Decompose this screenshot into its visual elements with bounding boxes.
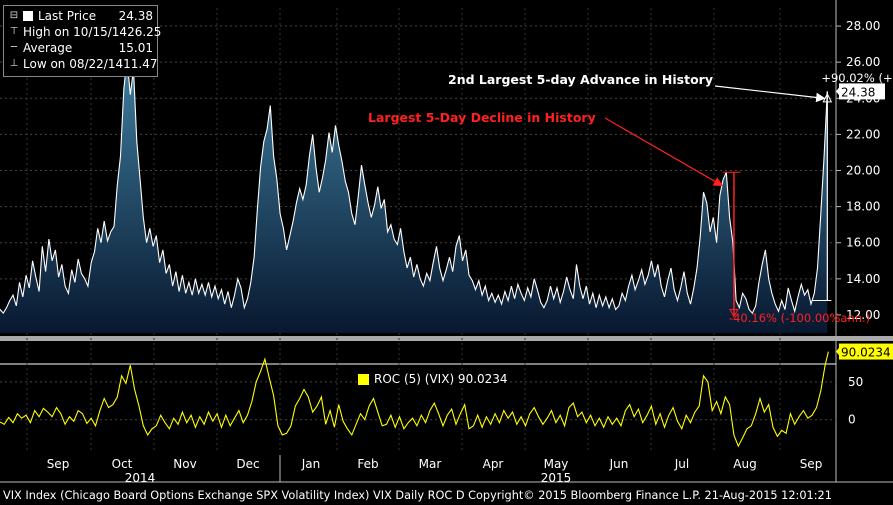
last-price-pointer — [836, 86, 840, 97]
price-area — [0, 58, 828, 333]
decline-annotation: Largest 5-Day Decline in History — [368, 110, 596, 125]
advance-annotation: 2nd Largest 5-day Advance in History — [448, 72, 713, 87]
month-label: Sep — [800, 457, 823, 471]
roc-series-line — [0, 351, 829, 448]
last-price-label: Last Price — [38, 9, 97, 23]
month-label: Dec — [236, 457, 259, 471]
footer-caption: VIX Index (Chicago Board Options Exchang… — [3, 489, 832, 502]
panel-divider — [0, 336, 893, 341]
roc-tick-label: 0 — [848, 413, 856, 427]
decline-arrow — [604, 117, 724, 187]
price-tick-label: 18.00 — [846, 200, 880, 214]
price-series-line — [0, 58, 828, 315]
roc-last-pointer — [836, 346, 840, 357]
last-price-box — [839, 83, 885, 100]
month-label: Feb — [357, 457, 378, 471]
average-value: 15.01 — [118, 41, 153, 55]
year-label-2014: 2014 — [125, 471, 156, 485]
average-line-icon: ─ — [10, 42, 18, 53]
low-value: 11.47 — [123, 57, 158, 71]
decline-triangle — [729, 309, 739, 318]
price-tick-label: 28.00 — [846, 19, 880, 33]
collapse-icon[interactable]: ⊟ — [9, 10, 19, 21]
roc-legend-label: ROC (5) (VIX) 90.0234 — [374, 372, 508, 386]
month-label: Sep — [47, 457, 70, 471]
high-label: High on 10/15/14 — [23, 25, 128, 39]
last-price-swatch — [23, 11, 33, 21]
last-price-marker-label: 24.38 — [841, 85, 875, 99]
roc-last-marker-label: 90.0234 — [841, 346, 891, 360]
month-label: Jun — [609, 457, 629, 471]
price-tick-label: 20.00 — [846, 164, 880, 178]
roc-swatch — [358, 373, 369, 385]
last-price-value: 24.38 — [118, 9, 153, 23]
month-label: Apr — [483, 457, 504, 471]
roc-tick-label: 50 — [848, 375, 863, 389]
low-marker-icon: ⊥ — [9, 58, 19, 69]
month-label: Jul — [674, 457, 689, 471]
decline-percent-label: -40.16% (-100.00%ann.) — [729, 311, 870, 325]
price-tick-label: 16.00 — [846, 236, 880, 250]
price-tick-label: 26.00 — [846, 55, 880, 69]
month-label: Aug — [733, 457, 756, 471]
month-label: Oct — [112, 457, 133, 471]
roc-legend: ROC (5) (VIX) 90.0234 — [358, 372, 508, 386]
high-value: 26.25 — [127, 25, 162, 39]
year-label-2015: 2015 — [541, 471, 572, 485]
price-tick-label: 22.00 — [846, 127, 880, 141]
month-label: Mar — [419, 457, 442, 471]
price-tick-label: 14.00 — [846, 272, 880, 286]
advance-percent-label: +90.02% (+344 — [821, 71, 893, 85]
advance-arrow — [714, 85, 826, 103]
price-legend: ⊟ Last Price 24.38 ⊤ High on 10/15/14 26.25 … — [3, 5, 162, 77]
average-label: Average — [23, 41, 73, 55]
month-label: May — [544, 457, 569, 471]
roc-last-box — [839, 343, 893, 360]
month-label: Jan — [301, 457, 321, 471]
price-tick-label: 12.00 — [846, 308, 880, 322]
low-label: Low on 08/22/14 — [23, 57, 124, 71]
high-marker-icon: ⊤ — [9, 26, 19, 37]
month-label: Nov — [173, 457, 196, 471]
